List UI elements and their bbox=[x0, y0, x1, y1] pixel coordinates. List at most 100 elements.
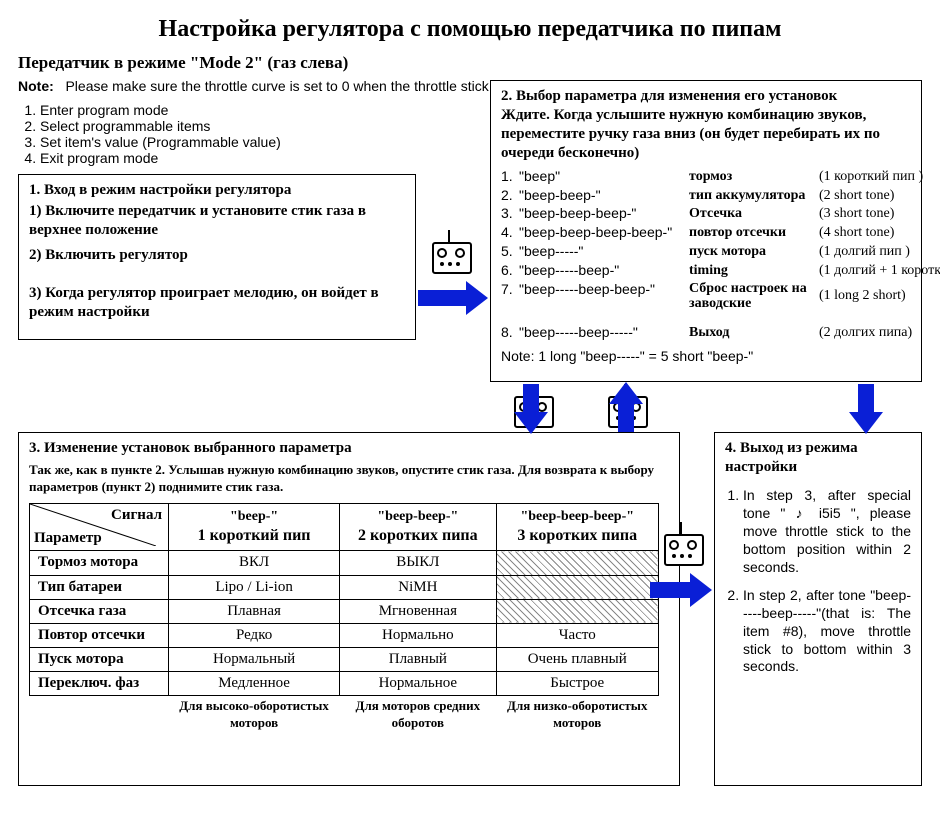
arrow-3to4-head bbox=[690, 573, 712, 607]
table-cell: Быстрое bbox=[496, 672, 659, 696]
beep-num: 8. bbox=[501, 324, 519, 342]
table-cell: Нормальное bbox=[340, 672, 496, 696]
beep-tone: (1 долгий + 1 короткий) bbox=[819, 262, 940, 280]
beep-num: 5. bbox=[501, 243, 519, 261]
table-cell: Lipo / Li-ion bbox=[169, 575, 340, 599]
table-cell: Плавный bbox=[340, 648, 496, 672]
table-cell: Плавная bbox=[169, 599, 340, 623]
beep-param: timing bbox=[689, 262, 819, 280]
beep-num: 2. bbox=[501, 187, 519, 205]
beep-pattern: "beep-----beep-beep-" bbox=[519, 281, 689, 312]
beep-pattern: "beep-----beep-" bbox=[519, 262, 689, 280]
beep-tone: (2 долгих пипа) bbox=[819, 324, 940, 342]
step4-item2: In step 2, after tone "beep-----beep----… bbox=[743, 587, 911, 677]
table-cell: Мгновенная bbox=[340, 599, 496, 623]
row-header: Тип батареи bbox=[30, 575, 169, 599]
beep-pattern: "beep" bbox=[519, 168, 689, 186]
arrow-2to3 bbox=[523, 384, 539, 414]
row-header: Тормоз мотора bbox=[30, 551, 169, 575]
table-cell: Часто bbox=[496, 623, 659, 647]
col-header: "beep-beep-"2 коротких пипа bbox=[340, 504, 496, 551]
beep-tone: (4 short tone) bbox=[819, 224, 940, 242]
col-header: "beep-beep-beep-"3 коротких пипа bbox=[496, 504, 659, 551]
beep-num: 1. bbox=[501, 168, 519, 186]
beep-param: пуск мотора bbox=[689, 243, 819, 261]
arrow-3to4 bbox=[650, 582, 690, 598]
beep-pattern: "beep-beep-" bbox=[519, 187, 689, 205]
table-cell: ВКЛ bbox=[169, 551, 340, 575]
col-header: "beep-"1 короткий пип bbox=[169, 504, 340, 551]
arrow-2to4-head bbox=[849, 412, 883, 434]
beep-num: 4. bbox=[501, 224, 519, 242]
page-title: Настройка регулятора с помощью передатчи… bbox=[18, 16, 922, 43]
step4-box: 4. Выход из режима настройки In step 3, … bbox=[714, 432, 922, 786]
step2-box: 2. Выбор параметра для изменения его уст… bbox=[490, 80, 922, 382]
step1-l2: 2) Включить регулятор bbox=[29, 246, 405, 265]
beep-pattern: "beep-beep-beep-" bbox=[519, 205, 689, 223]
foot-note: Для высоко-оборотистых моторов bbox=[169, 696, 340, 734]
param-table: СигналПараметр"beep-"1 короткий пип"beep… bbox=[29, 503, 659, 733]
arrow-2to4 bbox=[858, 384, 874, 414]
table-cell: Очень плавный bbox=[496, 648, 659, 672]
beep-pattern: "beep-----" bbox=[519, 243, 689, 261]
beep-tone: (1 короткий пип ) bbox=[819, 168, 940, 186]
step2-sub: Ждите. Когда услышите нужную комбинацию … bbox=[501, 106, 911, 164]
step1-l3: 3) Когда регулятор проиграет мелодию, он… bbox=[29, 284, 405, 322]
row-header: Пуск мотора bbox=[30, 648, 169, 672]
beep-param: тормоз bbox=[689, 168, 819, 186]
table-cell: Нормальный bbox=[169, 648, 340, 672]
beep-pattern: "beep-beep-beep-beep-" bbox=[519, 224, 689, 242]
diag-header: Сигнал Параметр bbox=[30, 504, 169, 551]
step4-list: In step 3, after special tone " ♪ i5i5 "… bbox=[743, 487, 911, 676]
table-cell: Медленное bbox=[169, 672, 340, 696]
arrow-3to2 bbox=[618, 402, 634, 432]
row-header: Повтор отсечки bbox=[30, 623, 169, 647]
step2-footnote: Note: 1 long "beep-----" = 5 short "beep… bbox=[501, 348, 911, 366]
beep-num: 3. bbox=[501, 205, 519, 223]
step4-item1: In step 3, after special tone " ♪ i5i5 "… bbox=[743, 487, 911, 577]
arrow-3to2-head bbox=[609, 382, 643, 404]
step4-title: 4. Выход из режима настройки bbox=[725, 439, 911, 477]
beep-num: 6. bbox=[501, 262, 519, 280]
beep-num: 7. bbox=[501, 281, 519, 312]
beep-tone: (1 long 2 short) bbox=[819, 281, 940, 312]
beep-pattern: "beep-----beep-----" bbox=[519, 324, 689, 342]
beep-param: Отсечка bbox=[689, 205, 819, 223]
table-cell bbox=[496, 551, 659, 575]
row-header: Переключ. фаз bbox=[30, 672, 169, 696]
diag-sig: Сигнал bbox=[111, 506, 162, 525]
diag-par: Параметр bbox=[34, 529, 102, 548]
beep-tone: (3 short tone) bbox=[819, 205, 940, 223]
table-cell bbox=[496, 599, 659, 623]
row-header: Отсечка газа bbox=[30, 599, 169, 623]
foot-note: Для низко-оборотистых моторов bbox=[496, 696, 659, 734]
step3-box: 3. Изменение установок выбранного параме… bbox=[18, 432, 680, 786]
table-cell: ВЫКЛ bbox=[340, 551, 496, 575]
beep-list: 1."beep"тормоз(1 короткий пип )2."beep-b… bbox=[501, 168, 911, 342]
beep-tone: (1 долгий пип ) bbox=[819, 243, 940, 261]
step2-title: 2. Выбор параметра для изменения его уст… bbox=[501, 87, 911, 106]
beep-param: Сброс настроек на заводские bbox=[689, 281, 819, 312]
arrow-1to2 bbox=[418, 290, 466, 306]
table-cell: Редко bbox=[169, 623, 340, 647]
arrow-1to2-head bbox=[466, 281, 488, 315]
arrow-2to3-head bbox=[514, 412, 548, 434]
table-cell: NiMH bbox=[340, 575, 496, 599]
step3-title: 3. Изменение установок выбранного параме… bbox=[29, 439, 669, 458]
transmitter-icon bbox=[426, 230, 474, 274]
table-cell bbox=[496, 575, 659, 599]
beep-param: Выход bbox=[689, 324, 819, 342]
step3-sub: Так же, как в пункте 2. Услышав нужную к… bbox=[29, 462, 669, 495]
step1-box: 1. Вход в режим настройки регулятора 1) … bbox=[18, 174, 416, 340]
foot-note: Для моторов средних оборотов bbox=[340, 696, 496, 734]
beep-param: повтор отсечки bbox=[689, 224, 819, 242]
flow-canvas: 1. Вход в режим настройки регулятора 1) … bbox=[18, 174, 922, 814]
beep-tone: (2 short tone) bbox=[819, 187, 940, 205]
beep-param: тип аккумулятора bbox=[689, 187, 819, 205]
transmitter-icon bbox=[658, 522, 706, 566]
table-cell: Нормально bbox=[340, 623, 496, 647]
note-label: Note: bbox=[18, 78, 54, 94]
subtitle: Передатчик в режиме "Mode 2" (газ слева) bbox=[18, 53, 922, 73]
step1-title: 1. Вход в режим настройки регулятора bbox=[29, 181, 405, 200]
step1-l1: 1) Включите передатчик и установите стик… bbox=[29, 202, 405, 240]
